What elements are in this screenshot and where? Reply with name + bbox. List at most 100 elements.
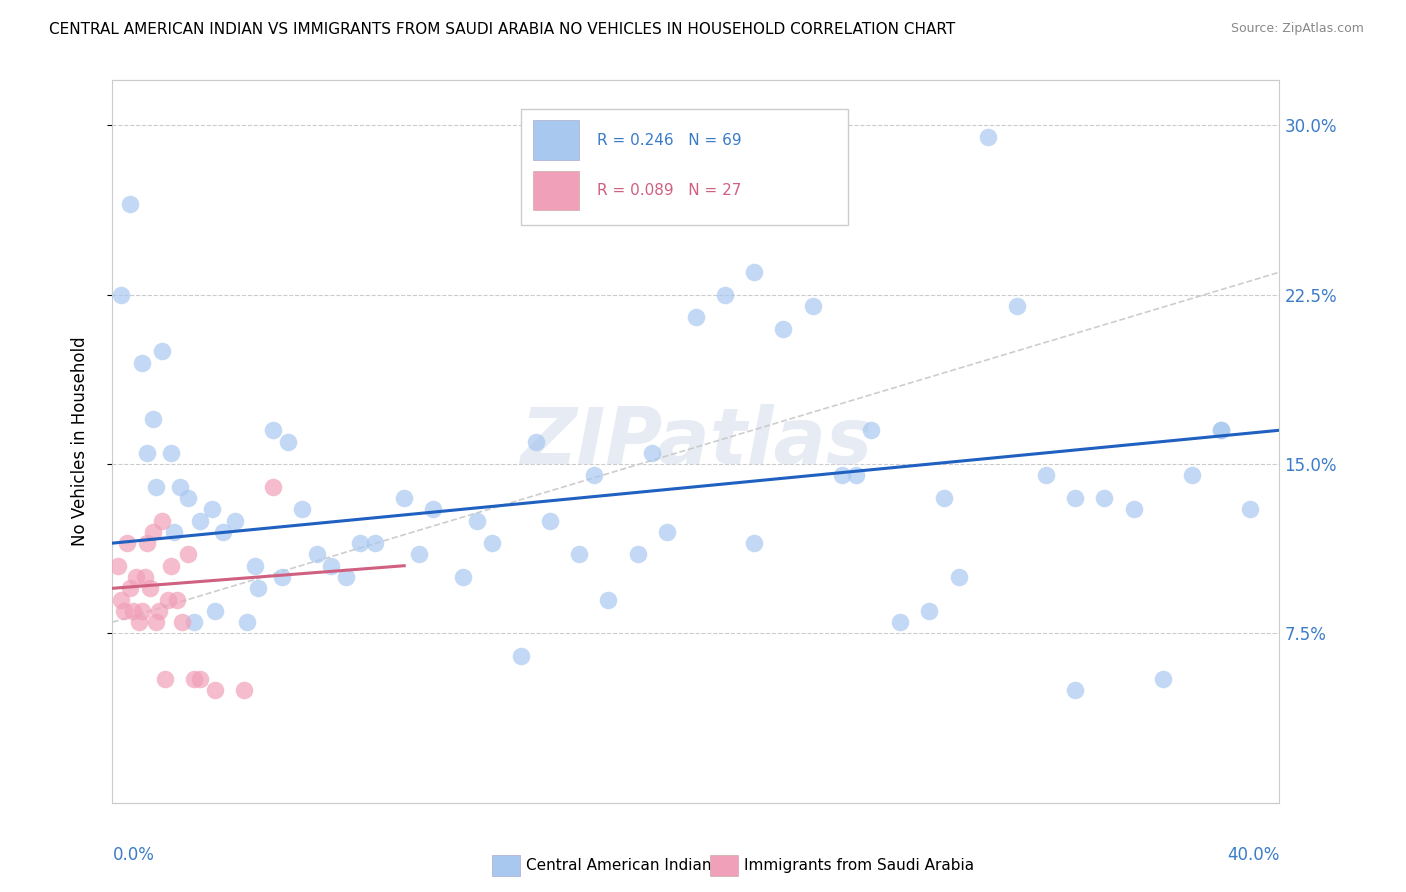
Point: [148, 604, 170, 618]
Point: [305, 548, 328, 562]
Point: [204, 604, 226, 618]
Point: [641, 446, 664, 460]
Bar: [533, 120, 579, 160]
Point: [889, 615, 911, 630]
Point: [465, 514, 488, 528]
Text: Central American Indians: Central American Indians: [526, 858, 720, 872]
Point: [364, 536, 387, 550]
Point: [125, 570, 148, 584]
Point: [918, 604, 941, 618]
Point: [232, 682, 254, 697]
Point: [394, 491, 416, 505]
Point: [270, 570, 292, 584]
Text: R = 0.089   N = 27: R = 0.089 N = 27: [596, 184, 741, 198]
Point: [118, 582, 141, 596]
Text: R = 0.246   N = 69: R = 0.246 N = 69: [596, 133, 741, 148]
Point: [131, 604, 153, 618]
FancyBboxPatch shape: [520, 109, 848, 225]
Point: [110, 592, 132, 607]
Point: [1094, 491, 1116, 505]
Point: [145, 480, 167, 494]
Point: [714, 287, 737, 301]
Point: [744, 265, 766, 279]
Point: [245, 558, 267, 573]
Point: [122, 604, 145, 618]
Point: [177, 548, 200, 562]
Point: [335, 570, 357, 584]
Point: [509, 648, 531, 663]
Point: [160, 446, 183, 460]
Point: [262, 423, 284, 437]
Point: [1211, 423, 1233, 437]
Text: CENTRAL AMERICAN INDIAN VS IMMIGRANTS FROM SAUDI ARABIA NO VEHICLES IN HOUSEHOLD: CENTRAL AMERICAN INDIAN VS IMMIGRANTS FR…: [49, 22, 956, 37]
Point: [128, 615, 150, 630]
Point: [107, 558, 129, 573]
Point: [1035, 468, 1057, 483]
Point: [932, 491, 955, 505]
Point: [201, 502, 224, 516]
Point: [204, 682, 226, 697]
Point: [142, 524, 165, 539]
Point: [112, 604, 135, 618]
Point: [524, 434, 547, 449]
Point: [142, 412, 165, 426]
Point: [860, 423, 883, 437]
Point: [188, 514, 211, 528]
Point: [976, 129, 998, 144]
Point: [235, 615, 257, 630]
Point: [772, 321, 794, 335]
Point: [177, 491, 200, 505]
Point: [139, 582, 162, 596]
Point: [134, 570, 156, 584]
Point: [349, 536, 371, 550]
Point: [212, 524, 235, 539]
Point: [247, 582, 270, 596]
Point: [183, 672, 205, 686]
Point: [422, 502, 444, 516]
Y-axis label: No Vehicles in Household: No Vehicles in Household: [70, 336, 89, 547]
Point: [451, 570, 474, 584]
Text: ZIPatlas: ZIPatlas: [520, 403, 872, 480]
Point: [145, 615, 167, 630]
Point: [131, 355, 153, 369]
Point: [744, 536, 766, 550]
Point: [831, 468, 853, 483]
Text: 40.0%: 40.0%: [1227, 847, 1279, 864]
Point: [136, 446, 159, 460]
Text: 0.0%: 0.0%: [112, 847, 155, 864]
Point: [1064, 682, 1087, 697]
Point: [1152, 672, 1174, 686]
Text: Source: ZipAtlas.com: Source: ZipAtlas.com: [1230, 22, 1364, 36]
Text: Immigrants from Saudi Arabia: Immigrants from Saudi Arabia: [744, 858, 974, 872]
Point: [481, 536, 503, 550]
Point: [1211, 423, 1233, 437]
Point: [291, 502, 314, 516]
Point: [1005, 299, 1028, 313]
Point: [598, 592, 620, 607]
Point: [627, 548, 650, 562]
Point: [655, 524, 678, 539]
Point: [172, 615, 194, 630]
Bar: [533, 170, 579, 211]
Point: [1122, 502, 1144, 516]
Point: [160, 558, 183, 573]
Point: [845, 468, 868, 483]
Point: [685, 310, 707, 325]
Point: [150, 344, 173, 359]
Point: [948, 570, 970, 584]
Point: [801, 299, 824, 313]
Point: [115, 536, 138, 550]
Point: [538, 514, 561, 528]
Point: [277, 434, 299, 449]
Point: [188, 672, 211, 686]
Point: [166, 592, 188, 607]
Point: [169, 480, 191, 494]
Point: [1239, 502, 1261, 516]
Point: [183, 615, 205, 630]
Point: [1181, 468, 1204, 483]
Point: [156, 592, 179, 607]
Point: [153, 672, 176, 686]
Point: [224, 514, 246, 528]
Point: [136, 536, 159, 550]
Point: [582, 468, 605, 483]
